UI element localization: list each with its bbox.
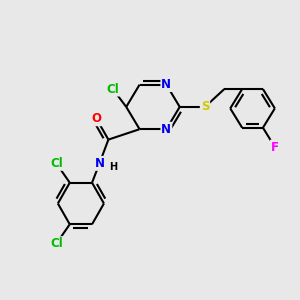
Text: H: H [109, 162, 117, 172]
Text: N: N [161, 78, 171, 91]
Text: O: O [92, 112, 101, 125]
Text: F: F [271, 140, 279, 154]
Text: S: S [201, 100, 209, 113]
Text: Cl: Cl [50, 157, 63, 170]
Text: Cl: Cl [50, 237, 63, 250]
Text: N: N [161, 123, 171, 136]
Text: Cl: Cl [106, 82, 119, 96]
Text: N: N [94, 157, 104, 170]
